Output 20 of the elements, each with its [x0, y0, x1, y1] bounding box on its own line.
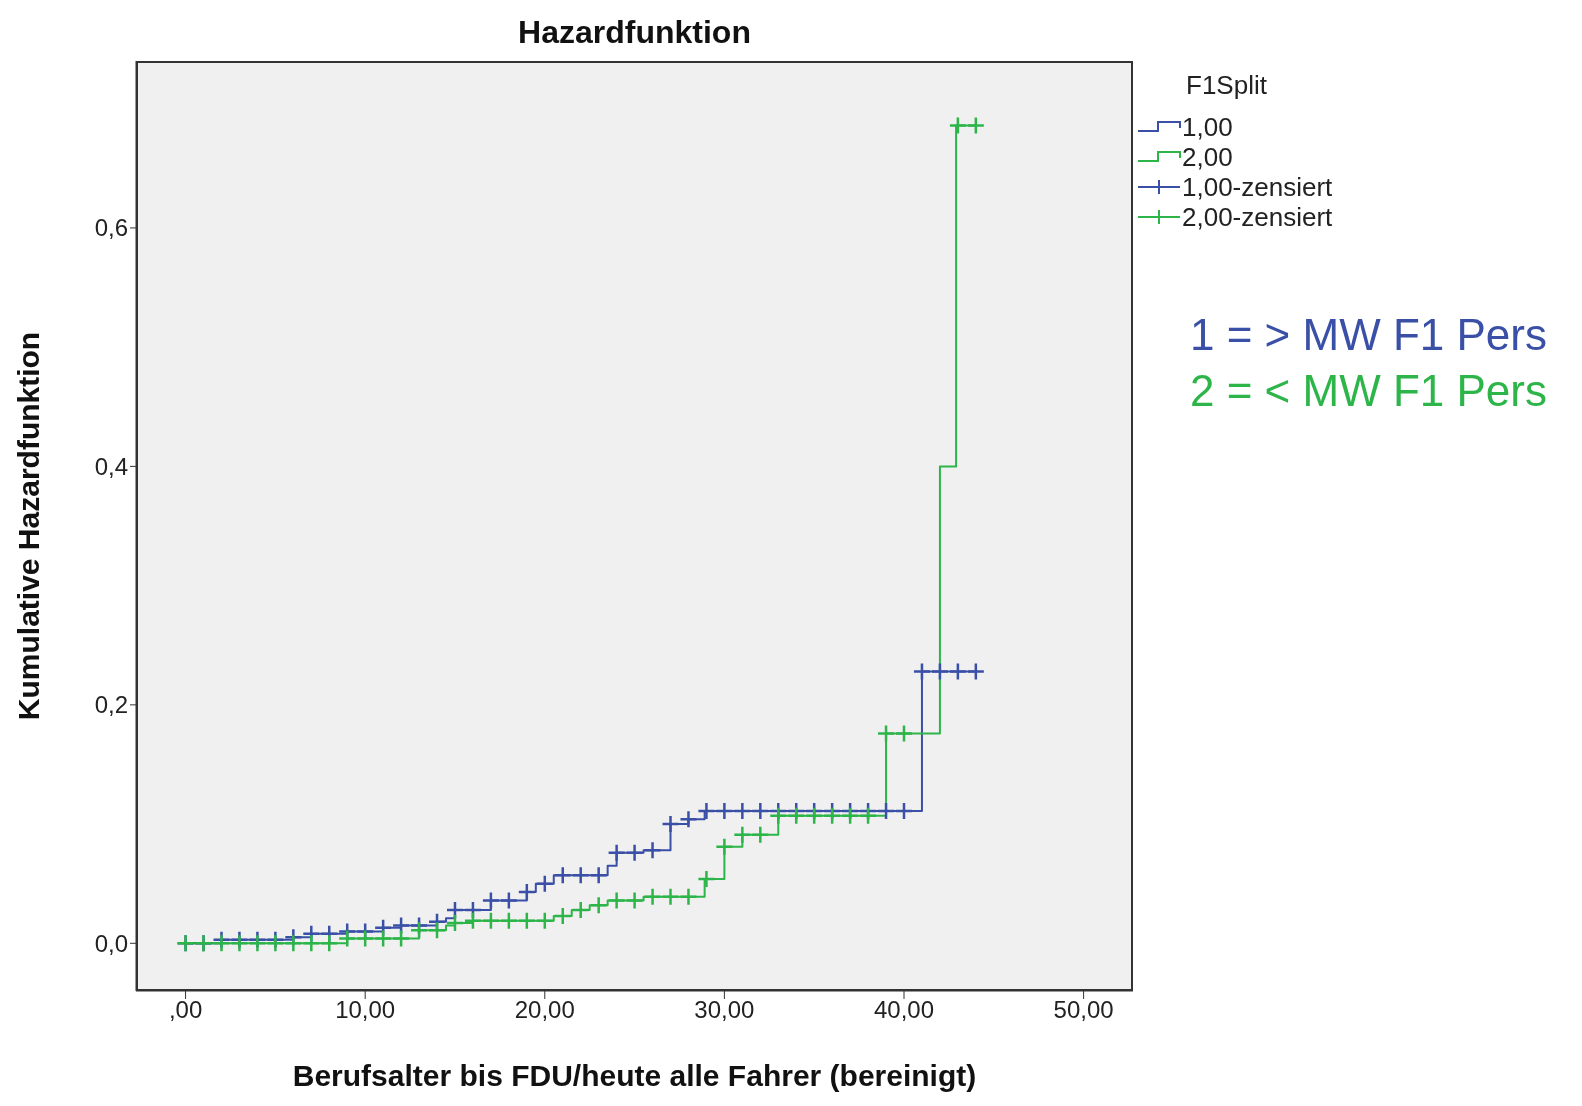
x-tick-label: 30,00	[694, 996, 755, 1024]
x-tick-label: 40,00	[873, 996, 935, 1024]
x-tick-label: 20,00	[514, 996, 575, 1024]
legend-title: F1Split	[1186, 70, 1268, 100]
text: 1 = > MW F1 Pers	[1190, 310, 1547, 360]
legend-label: 2,00-zensiert	[1182, 202, 1333, 232]
y-tick-label: 0,4	[94, 452, 128, 480]
legend-label: 1,00-zensiert	[1182, 172, 1333, 202]
y-tick-label: 0,2	[94, 691, 128, 719]
x-axis-title: Berufsalter bis FDU/heute alle Fahrer (bereinigt)	[292, 1059, 977, 1092]
x-tick-label: 10,00	[335, 996, 396, 1024]
x-tick-label: 50,00	[1053, 996, 1114, 1024]
x-tick-label: ,00	[168, 996, 203, 1024]
y-tick-label: 0,6	[94, 214, 128, 242]
y-tick-label: 0,0	[94, 929, 128, 957]
y-axis-title: Kumulative Hazardfunktion	[11, 331, 45, 721]
legend-label: 2,00	[1182, 142, 1233, 172]
legend-label: 1,00	[1182, 112, 1233, 142]
chart-title: Hazardfunktion	[517, 14, 752, 51]
text: 2 = < MW F1 Pers	[1190, 366, 1547, 416]
